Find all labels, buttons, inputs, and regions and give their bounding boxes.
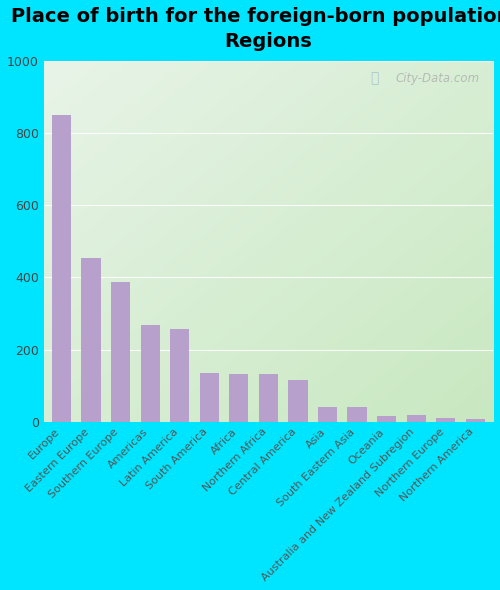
Bar <box>466 419 485 422</box>
Bar <box>377 417 396 422</box>
Bar <box>259 373 278 422</box>
Title: Place of birth for the foreign-born population -
Regions: Place of birth for the foreign-born popu… <box>11 7 500 51</box>
Text: City-Data.com: City-Data.com <box>396 71 479 84</box>
Bar <box>52 115 71 422</box>
Bar <box>229 373 248 422</box>
Text: ⓘ: ⓘ <box>370 71 378 86</box>
Bar <box>111 281 130 422</box>
Bar <box>348 407 366 422</box>
Bar <box>200 373 219 422</box>
Bar <box>406 415 426 422</box>
Bar <box>436 418 456 422</box>
Bar <box>140 325 160 422</box>
Bar <box>82 257 100 422</box>
Bar <box>170 329 190 422</box>
Bar <box>288 380 308 422</box>
Bar <box>318 407 337 422</box>
